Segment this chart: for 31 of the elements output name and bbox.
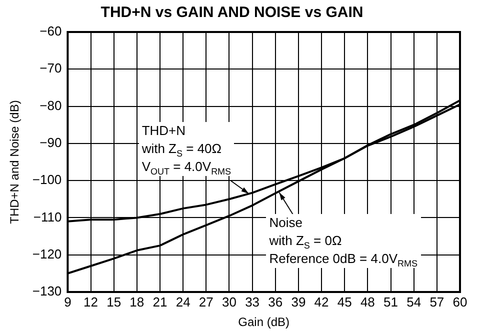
x-tick-label: 42 bbox=[314, 294, 329, 310]
x-tick-label: 48 bbox=[360, 294, 375, 310]
x-tick-label: 33 bbox=[245, 294, 260, 310]
x-tick-label: 15 bbox=[106, 294, 122, 310]
text: THD+N with Z$_{S}$ = 40Ω V$_{OUT}$ = 4.0V$_{RMS}$ bbox=[142, 122, 232, 176]
x-tick-label: 27 bbox=[198, 294, 214, 310]
x-tick-label: 30 bbox=[222, 294, 236, 310]
x-tick-label: 21 bbox=[152, 294, 168, 310]
x-tick-label: 39 bbox=[291, 294, 306, 310]
x-tick-label: 51 bbox=[384, 294, 398, 310]
x-tick-label: 36 bbox=[268, 294, 283, 310]
y-tick-label: −120 bbox=[32, 246, 62, 262]
x-tick-label: 45 bbox=[337, 294, 352, 310]
x-axis-title: Gain (dB) bbox=[238, 315, 290, 330]
annotation: Noise with Z$_{S}$ = 0Ω Reference 0dB = 4.0V$_{RMS}$ bbox=[266, 214, 420, 270]
y-tick-label: −100 bbox=[32, 172, 62, 188]
y-tick-label: −60 bbox=[40, 24, 62, 39]
x-tick-label: 60 bbox=[452, 294, 468, 310]
y-tick-label: −80 bbox=[40, 98, 62, 113]
y-tick-label: −70 bbox=[40, 60, 62, 76]
x-tick-label: 57 bbox=[430, 294, 444, 310]
y-axis-title: THD+N and Noise (dB) bbox=[8, 100, 22, 224]
y-tick-label: −130 bbox=[32, 284, 62, 299]
x-tick-label: 12 bbox=[84, 294, 98, 310]
chart-title: THD+N vs GAIN AND NOISE vs GAIN bbox=[100, 4, 364, 22]
x-tick-label: 9 bbox=[64, 294, 72, 310]
x-tick-label: 18 bbox=[130, 294, 144, 310]
x-tick-label: 54 bbox=[406, 294, 422, 310]
y-tick-label: −90 bbox=[40, 135, 62, 150]
x-tick-label: 24 bbox=[176, 294, 190, 310]
y-tick-label: −110 bbox=[33, 209, 62, 224]
